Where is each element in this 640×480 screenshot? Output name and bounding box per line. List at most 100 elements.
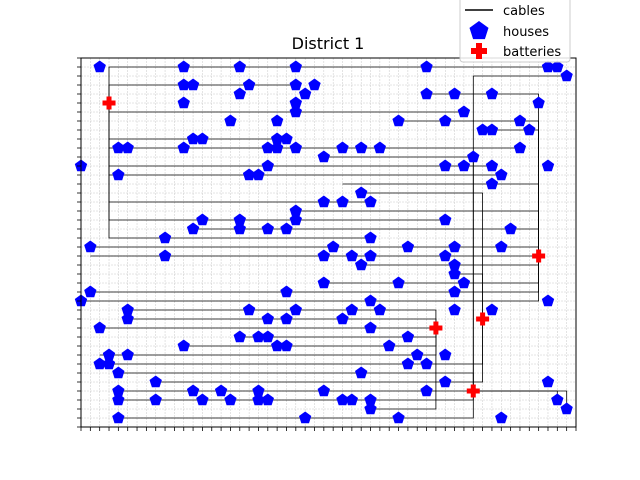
house-marker xyxy=(336,393,349,406)
house-marker xyxy=(233,330,246,343)
house-marker xyxy=(373,141,386,154)
house-marker xyxy=(271,339,284,352)
house-marker xyxy=(439,114,452,127)
house-marker xyxy=(401,357,415,370)
house-marker xyxy=(513,141,527,154)
house-marker xyxy=(289,213,302,226)
house-marker xyxy=(158,231,172,244)
house-marker xyxy=(317,150,330,163)
battery-marker xyxy=(476,312,490,326)
house-marker xyxy=(93,60,106,73)
house-marker xyxy=(93,321,106,334)
house-marker xyxy=(401,330,415,343)
house-marker xyxy=(224,393,237,406)
house-marker xyxy=(411,348,424,361)
house-marker xyxy=(252,393,265,406)
house-marker xyxy=(233,87,246,100)
house-marker xyxy=(513,114,527,127)
house-marker xyxy=(364,393,377,406)
house-marker xyxy=(280,132,293,145)
cable-line xyxy=(361,192,484,319)
legend-houses-label: houses xyxy=(503,25,549,40)
house-marker xyxy=(289,105,302,118)
house-marker xyxy=(261,141,274,154)
house-marker xyxy=(186,132,200,145)
house-marker xyxy=(495,411,508,424)
house-marker xyxy=(448,267,461,280)
house-marker xyxy=(252,330,265,343)
house-marker xyxy=(392,276,405,289)
house-marker xyxy=(485,177,499,190)
cable-line xyxy=(193,228,539,256)
house-marker xyxy=(317,249,330,262)
house-marker xyxy=(186,78,200,91)
house-marker xyxy=(401,240,415,253)
house-marker xyxy=(345,393,358,406)
battery-marker xyxy=(429,321,443,335)
house-marker xyxy=(102,348,116,361)
battery-marker xyxy=(532,249,546,263)
house-marker xyxy=(196,132,209,145)
house-marker xyxy=(271,141,284,154)
house-marker xyxy=(364,402,377,415)
house-marker xyxy=(149,393,162,406)
house-marker xyxy=(420,357,433,370)
house-marker xyxy=(355,366,368,379)
house-marker xyxy=(448,258,461,271)
house-marker xyxy=(336,312,349,325)
house-marker xyxy=(336,195,349,208)
house-marker xyxy=(158,249,172,262)
house-marker xyxy=(299,411,312,424)
house-marker xyxy=(242,78,256,91)
house-marker xyxy=(289,60,302,73)
house-marker xyxy=(289,96,302,109)
house-marker xyxy=(495,168,508,181)
house-marker xyxy=(289,303,302,316)
house-marker xyxy=(308,78,321,91)
house-marker xyxy=(280,285,293,298)
house-marker xyxy=(457,105,471,118)
house-marker xyxy=(355,141,368,154)
house-marker xyxy=(186,384,200,397)
houses xyxy=(74,60,573,424)
legend-box xyxy=(459,0,571,63)
legend: cables houses batteries xyxy=(459,0,571,63)
house-marker xyxy=(84,240,97,253)
legend-batteries-swatch xyxy=(471,43,487,59)
house-marker xyxy=(551,393,564,406)
house-marker xyxy=(289,141,302,154)
house-marker xyxy=(392,411,405,424)
house-marker xyxy=(541,60,555,73)
house-marker xyxy=(467,150,480,163)
house-marker xyxy=(476,123,489,136)
house-marker xyxy=(392,114,405,127)
legend-cables-label: cables xyxy=(503,4,545,19)
house-marker xyxy=(327,240,340,253)
house-marker xyxy=(495,240,508,253)
house-marker xyxy=(355,258,368,271)
house-marker xyxy=(485,303,499,316)
house-marker xyxy=(448,87,461,100)
house-marker xyxy=(420,87,433,100)
axis-ticks xyxy=(77,57,577,431)
cable-line xyxy=(118,391,474,419)
house-marker xyxy=(364,249,377,262)
house-marker xyxy=(541,375,555,388)
house-marker xyxy=(121,312,134,325)
house-marker xyxy=(112,366,125,379)
cable-line xyxy=(370,328,437,410)
house-marker xyxy=(261,393,274,406)
house-marker xyxy=(242,303,256,316)
house-marker xyxy=(121,303,134,316)
house-marker xyxy=(149,375,162,388)
house-marker xyxy=(242,168,256,181)
house-marker xyxy=(485,87,499,100)
house-marker xyxy=(121,348,134,361)
house-marker xyxy=(177,78,190,91)
house-marker xyxy=(299,87,312,100)
house-marker xyxy=(112,384,125,397)
house-marker xyxy=(177,60,190,73)
house-marker xyxy=(457,276,471,289)
house-marker xyxy=(102,357,116,370)
